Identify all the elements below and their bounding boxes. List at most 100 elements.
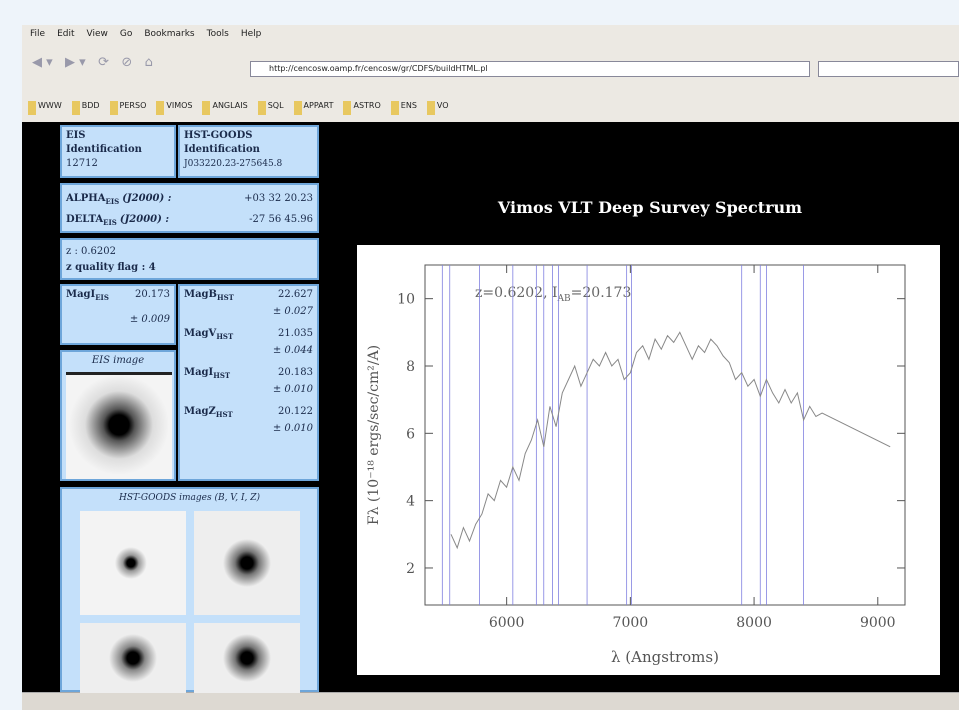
label-sub: EIS [106,197,120,206]
mag-label: MagZHST [184,405,233,422]
bookmark[interactable]: VO [427,101,449,115]
annotation-part: =20.173 [571,285,632,301]
annotation-part: z=0.6202, I [475,285,558,301]
hst-thumbnail [194,623,300,693]
label-sub: EIS [103,218,117,227]
mag-label: MagIHST [184,366,230,383]
y-tick-label: 4 [406,494,415,510]
caption: HST-GOODS images (B, V, I, Z) [66,491,313,505]
y-tick-label: 6 [406,426,415,442]
chart-title: Vimos VLT Deep Survey Spectrum [497,198,802,217]
eis-image-panel: EIS image [60,350,176,481]
error: ± 0.044 [184,344,313,358]
bookmark[interactable]: WWW [28,101,62,115]
value: 22.627 [278,288,313,305]
label: (J2000) : [122,193,171,204]
z-flag: z quality flag : 4 [66,260,313,276]
label: MagB [184,289,217,300]
label: Identification [66,143,170,157]
coord-row: DELTAEIS(J2000) : -27 56 45.96 [66,211,313,232]
label-sub: HST [216,332,233,341]
menu-item[interactable]: File [30,29,45,43]
label-sub: HST [216,410,233,419]
bookmark[interactable]: ASTRO [343,101,380,115]
page: File Edit View Go Bookmarks Tools Help ◀ ▾ ▶ ▾… [0,0,959,709]
bookmark[interactable]: BDD [72,101,100,115]
x-tick-label: 9000 [860,615,896,631]
y-axis-label: Fλ (10⁻¹⁸ ergs/sec/cm²/A) [366,345,382,525]
hst-thumbnail [194,511,300,615]
label-sub: EIS [95,293,109,302]
hst-id-panel: HST-GOODS Identification J033220.23-2756… [178,125,319,178]
label: DELTA [66,214,103,225]
label-sub: HST [217,293,234,302]
bookmarks-bar: WWW BDD PERSO VIMOS ANGLAIS SQL APPART ASTRO ENS… [28,101,449,115]
value: 20.122 [278,405,313,422]
mag-row: MagIHST 20.183± 0.010 [184,366,313,397]
hst-images-panel: HST-GOODS images (B, V, I, Z) [60,487,319,692]
mag-row: MagBHST 22.627± 0.027 [184,288,313,319]
value: +03 32 20.23 [244,190,313,211]
menu-item[interactable]: Go [120,29,132,43]
menu-bar: File Edit View Go Bookmarks Tools Help [30,29,261,43]
label: HST-GOODS [184,129,313,143]
menu-item[interactable]: Bookmarks [144,29,194,43]
menu-item[interactable]: Edit [57,29,74,43]
mag-row: MagZHST 20.122± 0.010 [184,405,313,436]
scrollbar[interactable] [22,692,959,710]
x-axis-label: λ (Angstroms) [611,648,719,666]
menu-item[interactable]: Help [241,29,262,43]
label: ALPHA [66,193,106,204]
label: Identification [184,143,313,157]
eis-thumbnail [66,372,172,479]
url-text: http://cencosw.oamp.fr/cencosw/gr/CDFS/b… [269,64,488,73]
menu-item[interactable]: View [87,29,108,43]
error: ± 0.010 [184,383,313,397]
spectrum-chart: Vimos VLT Deep Survey Spectrum z=0.6202,… [330,122,959,692]
value: J033220.23-275645.8 [184,157,313,171]
y-tick-label: 10 [397,292,415,308]
label: MagI [184,367,213,378]
bookmark[interactable]: SQL [258,101,284,115]
value: 20.173 [135,288,170,302]
hst-thumbnail [80,623,186,693]
value: -27 56 45.96 [249,211,313,232]
label: EIS [66,129,170,143]
mag-line: MagVHST 21.035 [184,327,313,344]
z-value: z : 0.6202 [66,244,313,260]
label: MagZ [184,406,216,417]
url-bar[interactable]: http://cencosw.oamp.fr/cencosw/gr/CDFS/b… [250,61,810,77]
coord-label: ALPHAEIS(J2000) : [66,190,171,211]
error: ± 0.010 [184,422,313,436]
bookmark[interactable]: ENS [391,101,417,115]
mag-label: MagBHST [184,288,234,305]
bookmark[interactable]: ANGLAIS [202,101,247,115]
menu-item[interactable]: Tools [207,29,229,43]
bookmark[interactable]: PERSO [110,101,147,115]
value: 12712 [66,157,170,171]
label: MagV [184,328,216,339]
error: ± 0.027 [184,305,313,319]
label-sub: HST [213,371,230,380]
bookmark[interactable]: APPART [294,101,334,115]
coord-row: ALPHAEIS(J2000) : +03 32 20.23 [66,190,313,211]
mag-line: MagBHST 22.627 [184,288,313,305]
redshift-panel: z : 0.6202 z quality flag : 4 [60,238,319,280]
x-tick-label: 6000 [489,615,525,631]
y-tick-label: 2 [406,561,415,577]
mag-eis-panel: MagIEIS 20.173 ± 0.009 [60,284,176,345]
bookmark[interactable]: VIMOS [156,101,192,115]
error: ± 0.009 [66,313,170,327]
hst-thumbnail [80,511,186,615]
value: 20.183 [278,366,313,383]
mag-label: MagVHST [184,327,233,344]
mag-line: MagIHST 20.183 [184,366,313,383]
search-box[interactable] [818,61,959,77]
coord-label: DELTAEIS(J2000) : [66,211,169,232]
mag-line: MagZHST 20.122 [184,405,313,422]
nav-buttons[interactable]: ◀ ▾ ▶ ▾ ⟳ ⊘ ⌂ [32,55,247,77]
value: 21.035 [278,327,313,344]
caption: EIS image [66,354,170,368]
